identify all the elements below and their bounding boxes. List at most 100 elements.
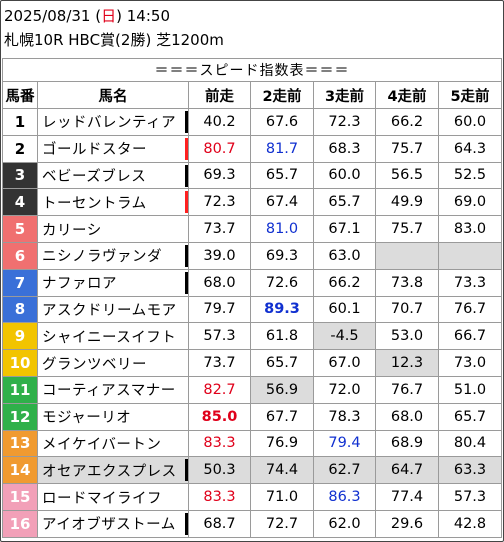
race-info: 札幌10R HBC賞(2勝) 芝1200m: [4, 31, 224, 49]
horse-row: 7 ナファロア 68.0 72.6 66.2 73.8 73.3: [2, 268, 502, 297]
speed-index-cell: 63.0: [313, 241, 376, 270]
horse-row: 9 シャイニースイフト 57.3 61.8 -4.5 53.0 66.7: [2, 322, 502, 351]
horse-number: 13: [2, 429, 38, 458]
speed-index-cell: 67.6: [250, 108, 314, 136]
speed-index-cell: 71.0: [250, 483, 314, 511]
horse-name-text: オセアエクスプレス: [42, 463, 177, 480]
speed-index-cell: [375, 241, 439, 270]
speed-index-cell: 69.0: [438, 188, 502, 217]
speed-index-cell: 89.3: [250, 295, 314, 324]
speed-index-cell: 72.7: [250, 509, 314, 538]
table-header-row: 馬番 馬名 前走 2走前 3走前 4走前 5走前: [2, 81, 502, 109]
horse-name: ゴールドスター: [37, 134, 189, 163]
horse-number: 6: [2, 241, 38, 270]
horse-name-text: レッドバレンティア: [42, 115, 177, 132]
horse-row: 15 ロードマイライフ 83.3 71.0 86.3 77.4 57.3: [2, 483, 502, 511]
speed-index-cell: 79.4: [313, 429, 376, 458]
horse-row: 5 カリーシ 73.7 81.0 67.1 75.7 83.0: [2, 215, 502, 243]
speed-index-cell: 12.3: [375, 349, 439, 377]
speed-index-cell: 85.0: [188, 402, 251, 431]
speed-index-cell: 73.7: [188, 215, 251, 243]
speed-index-cell: 57.3: [438, 483, 502, 511]
horse-number: 12: [2, 402, 38, 431]
speed-index-cell: 83.3: [188, 483, 251, 511]
horse-name-text: モジャーリオ: [42, 410, 132, 427]
speed-index-cell: 53.0: [375, 322, 439, 351]
horse-name: アイオブザストーム: [37, 509, 189, 538]
condition-marker: [185, 191, 188, 214]
horse-number: 16: [2, 509, 38, 538]
speed-index-cell: 72.3: [313, 108, 376, 136]
speed-index-cell: 73.7: [188, 349, 251, 377]
horse-row: 13 メイケイバートン 83.3 76.9 79.4 68.9 80.4: [2, 429, 502, 458]
speed-index-cell: 83.0: [438, 215, 502, 243]
speed-index-cell: 68.0: [375, 402, 439, 431]
horse-name-text: ナファロア: [42, 276, 117, 293]
speed-index-cell: 39.0: [188, 241, 251, 270]
horse-name-text: ニシノラヴァンダ: [42, 249, 162, 266]
horse-name: メイケイバートン: [37, 429, 189, 458]
horse-name: コーティアスマナー: [37, 375, 189, 404]
horse-number: 9: [2, 322, 38, 351]
horse-name-text: グランツベリー: [42, 356, 147, 373]
speed-index-cell: -4.5: [313, 322, 376, 351]
horse-number: 3: [2, 161, 38, 190]
speed-index-cell: 83.3: [188, 429, 251, 458]
speed-index-cell: 49.9: [375, 188, 439, 217]
speed-index-cell: 65.7: [438, 402, 502, 431]
horse-name-text: ロードマイライフ: [42, 490, 162, 507]
condition-marker: [185, 244, 188, 267]
speed-index-cell: 60.0: [313, 161, 376, 190]
condition-marker: [185, 111, 188, 133]
speed-index-cell: 74.4: [250, 456, 314, 485]
speed-index-cell: 73.0: [438, 349, 502, 377]
speed-index-cell: 66.7: [438, 322, 502, 351]
horse-row: 4 トーセントラム 72.3 67.4 65.7 49.9 69.0: [2, 188, 502, 217]
speed-index-cell: 65.7: [313, 188, 376, 217]
horse-name-text: トーセントラム: [42, 195, 147, 212]
horse-name: ニシノラヴァンダ: [37, 241, 189, 270]
col-header-last: 前走: [188, 81, 251, 109]
col-header-2nd: 2走前: [250, 81, 314, 109]
horse-name-text: アスクドリームモア: [42, 302, 177, 319]
speed-index-cell: 52.5: [438, 161, 502, 190]
horse-number: 1: [2, 108, 38, 136]
speed-index-cell: 51.0: [438, 375, 502, 404]
horse-number: 5: [2, 215, 38, 243]
speed-index-cell: 73.8: [375, 268, 439, 297]
speed-index-cell: 68.0: [188, 268, 251, 297]
speed-index-cell: 79.7: [188, 295, 251, 324]
speed-index-cell: 66.2: [375, 108, 439, 136]
col-header-5th: 5走前: [438, 81, 502, 109]
col-header-number: 馬番: [2, 81, 38, 109]
speed-index-cell: 80.4: [438, 429, 502, 458]
horse-name-text: ゴールドスター: [42, 142, 147, 159]
horse-row: 10 グランツベリー 73.7 65.7 67.0 12.3 73.0: [2, 349, 502, 377]
speed-index-cell: 76.7: [375, 375, 439, 404]
speed-index-cell: 69.3: [250, 241, 314, 270]
horse-name: ナファロア: [37, 268, 189, 297]
speed-index-cell: 67.4: [250, 188, 314, 217]
col-header-4th: 4走前: [375, 81, 439, 109]
horse-row: 6 ニシノラヴァンダ 39.0 69.3 63.0: [2, 241, 502, 270]
horse-name-text: アイオブザストーム: [42, 517, 176, 534]
horse-row: 14 オセアエクスプレス 50.3 74.4 62.7 64.7 63.3: [2, 456, 502, 485]
speed-index-cell: 56.5: [375, 161, 439, 190]
speed-index-cell: 81.7: [250, 134, 314, 163]
speed-index-cell: 78.3: [313, 402, 376, 431]
speed-index-cell: 76.7: [438, 295, 502, 324]
horse-name: ベビーズブレス: [37, 161, 189, 190]
horse-name: カリーシ: [37, 215, 189, 243]
speed-index-cell: 67.1: [313, 215, 376, 243]
speed-index-cell: 75.7: [375, 215, 439, 243]
weekday-open: (: [95, 7, 102, 25]
col-header-name: 馬名: [37, 81, 189, 109]
speed-index-cell: 42.8: [438, 509, 502, 538]
speed-index-cell: 76.9: [250, 429, 314, 458]
speed-index-cell: 64.7: [375, 456, 439, 485]
weekday: 日: [101, 7, 117, 25]
speed-index-cell: 63.3: [438, 456, 502, 485]
speed-index-cell: 68.9: [375, 429, 439, 458]
speed-index-cell: 72.0: [313, 375, 376, 404]
speed-index-cell: 81.0: [250, 215, 314, 243]
